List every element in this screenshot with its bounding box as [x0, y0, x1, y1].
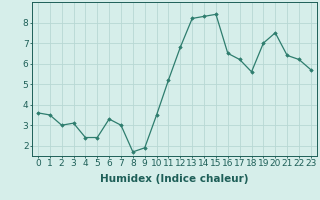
X-axis label: Humidex (Indice chaleur): Humidex (Indice chaleur) [100, 174, 249, 184]
